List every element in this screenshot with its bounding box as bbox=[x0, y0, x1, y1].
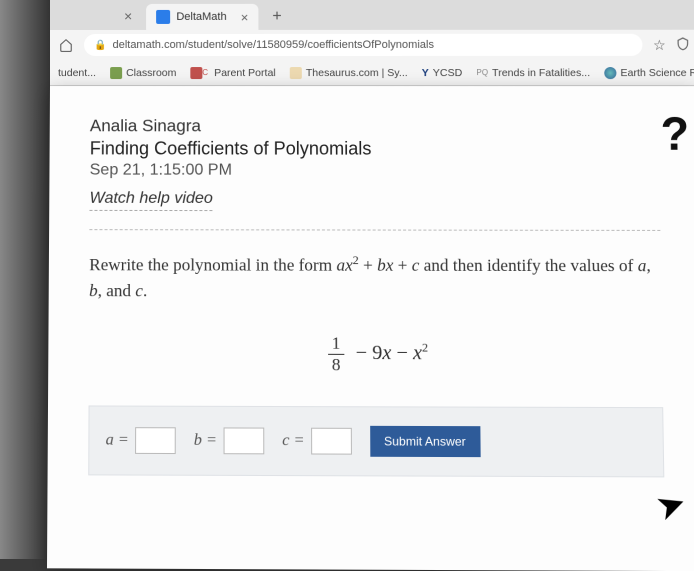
question-prompt: Rewrite the polynomial in the form ax2 +… bbox=[89, 250, 662, 305]
submit-answer-button[interactable]: Submit Answer bbox=[370, 425, 481, 456]
bookmarks-bar: tudent... Classroom eSCParent Portal The… bbox=[50, 60, 694, 86]
photo-edge bbox=[0, 0, 50, 559]
bookmark-thesaurus[interactable]: Thesaurus.com | Sy... bbox=[290, 67, 408, 79]
c-input[interactable] bbox=[311, 427, 352, 454]
shield-icon[interactable] bbox=[676, 36, 690, 53]
help-button[interactable]: ? bbox=[660, 106, 689, 161]
url-text: deltamath.com/student/solve/11580959/coe… bbox=[113, 39, 434, 51]
tab-title: DeltaMath bbox=[176, 11, 226, 23]
c-label: c = bbox=[282, 431, 304, 450]
a-label: a = bbox=[106, 431, 129, 450]
student-name: Analia Sinagra bbox=[90, 116, 659, 136]
star-icon[interactable]: ☆ bbox=[653, 36, 666, 53]
a-input[interactable] bbox=[135, 427, 176, 454]
earth-favicon-icon bbox=[604, 67, 616, 79]
bookmark-student[interactable]: tudent... bbox=[58, 67, 96, 79]
thesaurus-favicon-icon bbox=[290, 67, 302, 79]
address-bar-row: 🔒 deltamath.com/student/solve/11580959/c… bbox=[50, 30, 694, 60]
home-icon[interactable] bbox=[58, 37, 74, 53]
fraction: 1 8 bbox=[328, 333, 345, 375]
b-input[interactable] bbox=[223, 427, 264, 454]
classroom-favicon-icon bbox=[110, 67, 122, 79]
answer-c-field: c = bbox=[282, 427, 351, 454]
timestamp: Sep 21, 1:15:00 PM bbox=[90, 161, 660, 180]
answer-bar: a = b = c = Submit Answer bbox=[88, 405, 664, 477]
divider bbox=[89, 229, 660, 231]
tab-strip: × DeltaMath × + bbox=[50, 0, 694, 30]
browser-window: × DeltaMath × + 🔒 deltamath.com/student/… bbox=[50, 0, 694, 567]
b-label: b = bbox=[194, 431, 217, 450]
answer-a-field: a = bbox=[106, 427, 176, 454]
close-icon[interactable]: × bbox=[110, 8, 146, 30]
polynomial-expression: 1 8 − 9x − x2 bbox=[89, 332, 663, 375]
bookmark-earth-science[interactable]: Earth Science Re bbox=[604, 67, 694, 79]
bookmark-parent-portal[interactable]: eSCParent Portal bbox=[190, 67, 275, 79]
new-tab-button[interactable]: + bbox=[262, 8, 292, 30]
url-bar[interactable]: 🔒 deltamath.com/student/solve/11580959/c… bbox=[84, 34, 643, 56]
y-icon: Y bbox=[422, 67, 429, 79]
bookmark-trends[interactable]: PQTrends in Fatalities... bbox=[476, 67, 590, 79]
cursor-icon: ➤ bbox=[650, 481, 692, 530]
page-content: ? Analia Sinagra Finding Coefficients of… bbox=[47, 86, 694, 571]
lock-icon: 🔒 bbox=[94, 39, 106, 50]
answer-b-field: b = bbox=[194, 427, 264, 454]
tab-deltamath[interactable]: DeltaMath × bbox=[146, 4, 258, 30]
bookmark-classroom[interactable]: Classroom bbox=[110, 67, 176, 79]
pq-icon: PQ bbox=[476, 68, 488, 77]
assignment-title: Finding Coefficients of Polynomials bbox=[90, 138, 659, 160]
watch-help-video-link[interactable]: Watch help video bbox=[89, 190, 212, 211]
bookmark-ycsd[interactable]: YYCSD bbox=[422, 67, 463, 79]
close-icon[interactable]: × bbox=[241, 9, 249, 24]
deltamath-favicon-icon bbox=[156, 10, 170, 24]
